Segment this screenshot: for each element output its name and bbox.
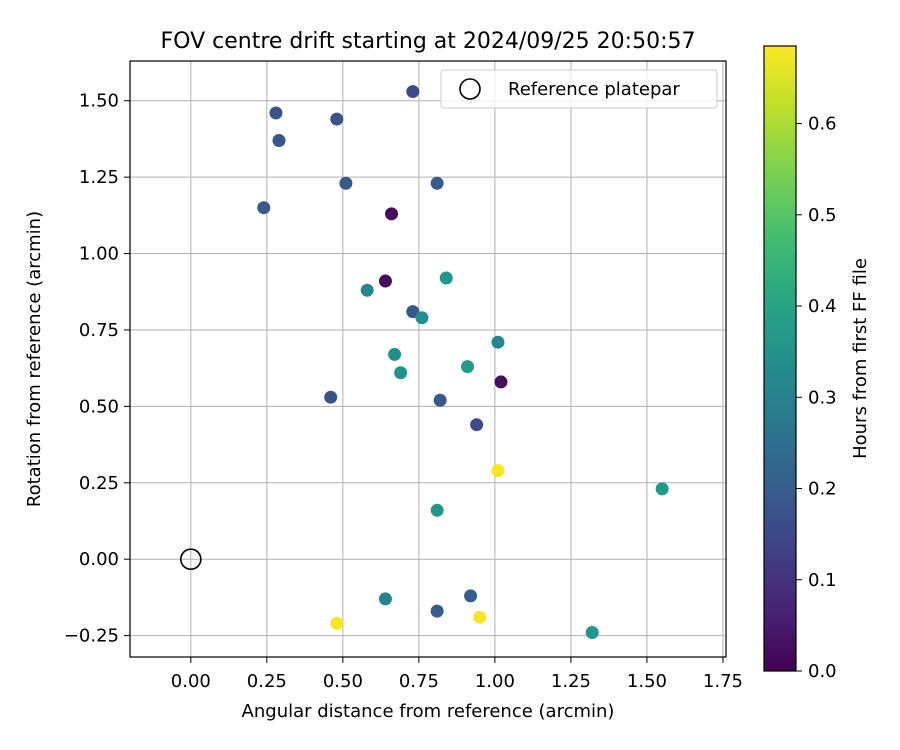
y-axis-label: Rotation from reference (arcmin) xyxy=(24,211,45,507)
grid xyxy=(130,61,726,657)
colorbar-tick-label: 0.6 xyxy=(808,114,837,135)
y-tick-label: 1.00 xyxy=(79,244,119,265)
y-tick-label: 1.25 xyxy=(79,167,119,188)
colorbar-tick-label: 0.4 xyxy=(808,296,837,317)
data-point xyxy=(430,176,444,190)
colorbar-tick-label: 0.3 xyxy=(808,387,837,408)
y-axis-ticks: −0.25 0.00 0.25 0.50 0.75 1.00 1.25 1.50 xyxy=(64,91,130,647)
x-axis-ticks: 0.00 0.25 0.50 0.75 1.00 1.25 1.50 1.75 xyxy=(171,657,743,692)
colorbar-tick-label: 0.5 xyxy=(808,205,837,226)
chart-title: FOV centre drift starting at 2024/09/25 … xyxy=(161,29,696,54)
colorbar-ticks: 0.0 0.1 0.2 0.3 0.4 0.5 0.6 xyxy=(796,114,837,682)
x-tick-label: 1.00 xyxy=(475,671,515,692)
y-tick-label: −0.25 xyxy=(64,626,119,647)
x-tick-label: 1.75 xyxy=(703,671,743,692)
data-point xyxy=(406,85,420,99)
colorbar-tick-label: 0.1 xyxy=(808,570,837,591)
data-point xyxy=(439,271,453,285)
plot-frame xyxy=(129,60,727,658)
legend-marker-icon xyxy=(459,78,481,100)
x-tick-label: 0.00 xyxy=(171,671,211,692)
legend-entry-label: Reference platepar xyxy=(508,79,680,100)
data-point xyxy=(385,207,399,221)
data-point xyxy=(433,393,447,407)
data-point xyxy=(269,106,283,120)
data-point xyxy=(330,616,344,630)
colorbar-tick-label: 0.0 xyxy=(808,661,837,682)
data-point xyxy=(415,311,429,325)
legend: Reference platepar xyxy=(440,69,718,109)
data-point xyxy=(378,592,392,606)
data-point xyxy=(330,112,344,126)
data-point xyxy=(257,201,271,215)
x-tick-label: 0.25 xyxy=(247,671,287,692)
y-tick-label: 0.75 xyxy=(79,320,119,341)
x-tick-label: 1.50 xyxy=(627,671,667,692)
reference-platepar-marker xyxy=(180,548,202,570)
y-tick-label: 0.00 xyxy=(79,549,119,570)
colorbar-tick-label: 0.2 xyxy=(808,479,837,500)
data-point xyxy=(491,335,505,349)
data-point xyxy=(585,626,599,640)
x-tick-label: 1.25 xyxy=(551,671,591,692)
colorbar-frame xyxy=(763,45,797,672)
colorbar-gradient xyxy=(764,46,796,671)
data-point xyxy=(464,589,478,603)
data-point xyxy=(360,283,374,297)
colorbar-label: Hours from first FF file xyxy=(850,258,871,459)
legend-box xyxy=(440,69,718,109)
data-point xyxy=(272,133,286,147)
data-point xyxy=(470,418,484,432)
data-point xyxy=(655,482,669,496)
y-tick-label: 0.50 xyxy=(79,396,119,417)
data-point xyxy=(430,604,444,618)
data-point xyxy=(339,176,353,190)
data-point xyxy=(378,274,392,288)
data-point xyxy=(461,360,475,374)
data-point xyxy=(388,347,402,361)
data-point xyxy=(394,366,408,380)
x-tick-label: 0.50 xyxy=(323,671,363,692)
data-point xyxy=(494,375,508,389)
colorbar: 0.0 0.1 0.2 0.3 0.4 0.5 0.6 Hours from first F… xyxy=(763,45,871,682)
y-tick-label: 0.25 xyxy=(79,473,119,494)
data-point xyxy=(430,503,444,517)
x-axis-label: Angular distance from reference (arcmin) xyxy=(242,701,615,722)
data-point xyxy=(324,390,338,404)
data-point xyxy=(473,610,487,624)
data-point xyxy=(406,305,420,319)
data-point xyxy=(491,464,505,478)
x-tick-label: 0.75 xyxy=(399,671,439,692)
y-tick-label: 1.50 xyxy=(79,91,119,112)
data-points xyxy=(257,85,669,640)
